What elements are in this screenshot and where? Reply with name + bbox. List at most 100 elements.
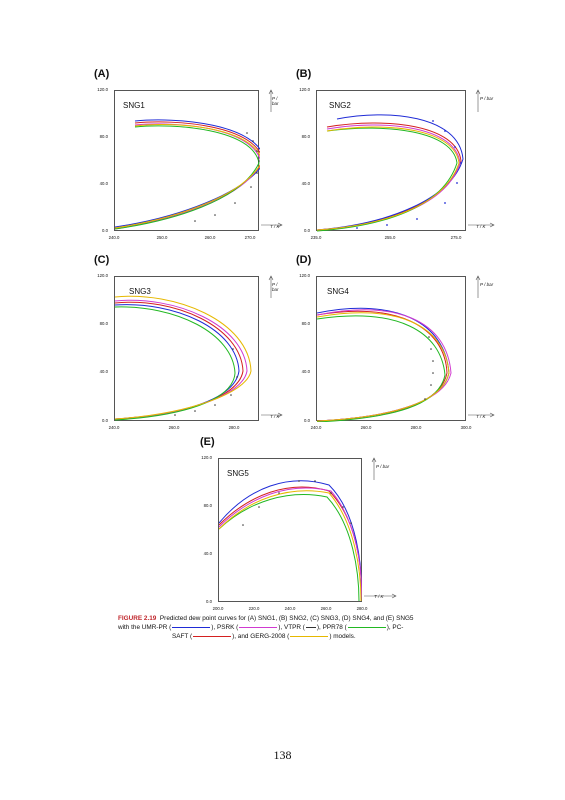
dew-curves — [115, 295, 252, 421]
dew-curves — [317, 114, 464, 232]
y-tick: 80.0 — [99, 321, 108, 326]
panel-label-d: (D) — [296, 254, 312, 266]
y-tick: 120.0 — [97, 273, 108, 278]
figure-label: FIGURE 2.19 — [118, 615, 157, 622]
x-tick: 280.0 — [410, 425, 422, 430]
plot-d: SNG4 120.0 80.0 40.0 0.0 240.0 260.0 280… — [296, 270, 496, 432]
y-tick: 0.0 — [304, 418, 310, 423]
y-axis-title: P / bar — [376, 464, 390, 469]
x-tick: 250.0 — [156, 235, 168, 240]
x-tick: 200.0 — [212, 606, 224, 611]
x-tick: 260.0 — [168, 425, 180, 430]
x-tick: 255.0 — [384, 235, 396, 240]
y-tick: 80.0 — [99, 134, 108, 139]
x-axis-title: T / K — [374, 594, 384, 599]
y-tick: 0.0 — [102, 418, 108, 423]
y-tick: 0.0 — [206, 599, 212, 604]
legend-swatch-umr-pr — [172, 626, 211, 628]
figure-caption: FIGURE 2.19 Predicted dew point curves f… — [118, 614, 458, 641]
legend-swatch-psrk — [239, 626, 278, 628]
experimental-points — [242, 480, 352, 526]
panel-label-a: (A) — [94, 68, 110, 80]
plot-frame: SNG3 — [114, 276, 259, 421]
caption-text: with the UMR-PR ( — [118, 624, 172, 631]
x-axis-title: T / K — [476, 224, 486, 229]
plot-e: SNG5 120.0 80.0 40.0 0.0 200.0 220.0 240… — [198, 452, 398, 614]
x-tick: 260.0 — [204, 235, 216, 240]
x-tick: 270.0 — [244, 235, 256, 240]
experimental-points — [356, 120, 462, 229]
sample-label: SNG1 — [123, 101, 145, 110]
y-tick: 80.0 — [301, 134, 310, 139]
plot-frame: SNG1 — [114, 90, 260, 231]
plot-frame: SNG4 — [316, 276, 466, 422]
y-tick: 80.0 — [203, 503, 212, 508]
y-tick: 0.0 — [304, 228, 310, 233]
y-tick: 120.0 — [299, 87, 310, 92]
caption-text: ), PSRK ( — [211, 624, 239, 631]
dew-curves — [115, 119, 260, 230]
dew-curves — [317, 307, 452, 422]
caption-text: ), and GERG-2008 ( — [232, 633, 290, 640]
x-tick: 240.0 — [108, 235, 120, 240]
y-tick: 80.0 — [301, 321, 310, 326]
plot-c: SNG3 120.0 80.0 40.0 0.0 240.0 260.0 280… — [94, 270, 284, 432]
caption-text: ) models. — [329, 633, 356, 640]
y-tick: 40.0 — [203, 551, 212, 556]
y-tick: 120.0 — [201, 455, 212, 460]
caption-text: SAFT ( — [172, 633, 193, 640]
y-axis-title: P / bar — [272, 282, 279, 292]
plot-frame: SNG2 — [316, 90, 466, 232]
x-axis-title: T / K — [476, 414, 486, 419]
experimental-points — [194, 132, 260, 222]
y-axis-title: P / bar — [272, 96, 279, 106]
y-axis-title: P / bar — [480, 282, 494, 287]
plot-a: SNG1 120.0 80.0 40.0 0.0 240.0 250.0 260… — [94, 84, 284, 240]
x-axis-title: T / K — [270, 414, 280, 419]
sample-label: SNG3 — [129, 287, 151, 296]
x-tick: 235.0 — [310, 235, 322, 240]
caption-text: ), PC- — [386, 624, 404, 631]
y-tick: 40.0 — [301, 181, 310, 186]
x-tick: 240.0 — [284, 606, 296, 611]
panel-label-c: (C) — [94, 254, 110, 266]
x-tick: 220.0 — [248, 606, 260, 611]
caption-text: Predicted dew point curves for (A) SNG1,… — [159, 615, 414, 622]
caption-text: ), PPR78 ( — [316, 624, 347, 631]
y-tick: 40.0 — [99, 181, 108, 186]
x-tick: 280.0 — [228, 425, 240, 430]
y-tick: 120.0 — [299, 273, 310, 278]
sample-label: SNG2 — [329, 101, 351, 110]
sample-label: SNG4 — [327, 287, 349, 296]
y-tick: 40.0 — [301, 369, 310, 374]
legend-swatch-pc-saft — [193, 635, 232, 637]
caption-text: ), VTPR ( — [278, 624, 305, 631]
panel-label-b: (B) — [296, 68, 312, 80]
x-tick: 300.0 — [460, 425, 472, 430]
y-axis-title: P / bar — [480, 96, 494, 101]
x-tick: 240.0 — [310, 425, 322, 430]
legend-swatch-gerg — [290, 635, 329, 637]
y-tick: 40.0 — [99, 369, 108, 374]
plot-b: SNG2 120.0 80.0 40.0 0.0 235.0 255.0 275… — [296, 84, 496, 240]
legend-swatch-vtpr — [305, 626, 316, 628]
y-tick: 120.0 — [97, 87, 108, 92]
x-tick: 260.0 — [360, 425, 372, 430]
x-axis-title: T / K — [270, 224, 280, 229]
x-tick: 260.0 — [320, 606, 332, 611]
y-axis-arrow — [475, 89, 481, 112]
legend-swatch-ppr78 — [347, 626, 386, 628]
y-axis-arrow — [475, 275, 481, 298]
page-number: 138 — [273, 748, 292, 762]
plot-frame: SNG5 — [218, 458, 362, 602]
experimental-points — [424, 336, 434, 400]
y-tick: 0.0 — [102, 228, 108, 233]
experimental-points — [174, 348, 238, 416]
x-tick: 275.0 — [450, 235, 462, 240]
sample-label: SNG5 — [227, 469, 249, 478]
y-axis-arrow — [371, 457, 377, 480]
x-tick: 240.0 — [108, 425, 120, 430]
panel-label-e: (E) — [200, 436, 215, 448]
x-tick: 280.0 — [356, 606, 368, 611]
dew-curves — [219, 480, 362, 602]
